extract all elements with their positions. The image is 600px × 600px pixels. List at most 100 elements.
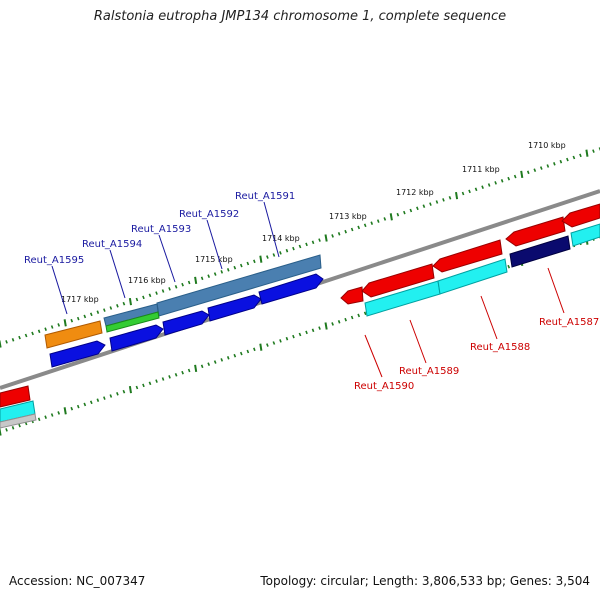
minor-tick: [174, 285, 178, 289]
minor-tick: [442, 198, 445, 202]
gene-label-reut-a1591[interactable]: Reut_A1591: [235, 191, 295, 202]
major-tick: [324, 322, 328, 330]
gene-blue-5[interactable]: [258, 273, 324, 305]
major-tick: [455, 191, 459, 200]
gene-red-left[interactable]: [0, 385, 31, 408]
minor-tick: [89, 400, 93, 405]
scale-label: 1710 kbp: [528, 141, 566, 150]
minor-tick: [18, 335, 21, 340]
minor-tick: [103, 396, 106, 400]
major-tick: [0, 340, 2, 348]
minor-tick: [305, 242, 308, 247]
minor-tick: [539, 166, 543, 170]
gene-blue-3[interactable]: [162, 310, 210, 336]
minor-tick: [279, 251, 282, 255]
minor-tick: [513, 174, 517, 179]
minor-tick: [37, 329, 41, 334]
leader-line: [206, 219, 223, 270]
gene-label-reut-a1587[interactable]: Reut_A1587: [539, 317, 599, 328]
minor-tick: [50, 413, 54, 417]
minor-tick: [181, 370, 184, 375]
minor-tick: [213, 360, 217, 364]
minor-tick: [122, 389, 126, 394]
gene-navy[interactable]: [509, 235, 571, 268]
gene-label-reut-a1595[interactable]: Reut_A1595: [24, 255, 84, 266]
leader-line: [364, 334, 383, 378]
minor-tick: [357, 313, 361, 318]
minor-tick: [279, 339, 282, 343]
minor-tick: [220, 270, 224, 274]
minor-tick: [18, 423, 21, 428]
minor-tick: [226, 356, 230, 360]
minor-tick: [96, 398, 100, 402]
minor-tick: [76, 316, 80, 321]
minor-tick: [213, 272, 217, 276]
minor-tick: [103, 308, 106, 312]
minor-tick: [5, 340, 8, 344]
minor-tick: [481, 185, 484, 189]
minor-tick: [311, 240, 315, 245]
gene-red-3[interactable]: [505, 216, 566, 247]
gene-red-small[interactable]: [340, 286, 364, 305]
minor-tick: [592, 149, 595, 153]
gene-label-reut-a1594[interactable]: Reut_A1594: [82, 239, 142, 250]
gene-blue-1[interactable]: [49, 340, 106, 368]
minor-tick: [44, 415, 47, 419]
minor-tick: [168, 375, 171, 379]
gene-label-reut-a1590[interactable]: Reut_A1590: [354, 381, 414, 392]
minor-tick: [344, 229, 347, 234]
gene-label-reut-a1593[interactable]: Reut_A1593: [131, 224, 191, 235]
minor-tick: [246, 261, 250, 266]
minor-tick: [70, 318, 74, 323]
gene-red-1[interactable]: [361, 263, 435, 298]
gene-blue-2[interactable]: [109, 324, 164, 352]
minor-tick: [337, 320, 341, 324]
minor-tick: [57, 323, 61, 327]
gene-label-reut-a1592[interactable]: Reut_A1592: [179, 209, 239, 220]
minor-tick: [57, 411, 61, 415]
minor-tick: [292, 334, 295, 339]
scale-label: 1713 kbp: [329, 212, 367, 221]
gene-orange[interactable]: [44, 320, 103, 349]
minor-tick: [318, 238, 321, 242]
minor-tick: [422, 204, 426, 208]
leader-line: [480, 295, 498, 340]
minor-tick: [135, 297, 139, 302]
minor-tick: [383, 217, 387, 221]
minor-tick: [416, 206, 419, 211]
major-tick: [520, 170, 524, 179]
minor-tick: [187, 280, 191, 285]
map-title: Ralstonia eutropha JMP134 chromosome 1, …: [93, 9, 507, 24]
gene-cyan-3[interactable]: [570, 223, 600, 247]
minor-tick: [11, 426, 15, 430]
minor-tick: [331, 234, 334, 238]
minor-tick: [50, 325, 54, 329]
major-tick: [128, 297, 132, 306]
minor-tick: [109, 394, 113, 398]
minor-tick: [363, 223, 367, 228]
gene-label-reut-a1588[interactable]: Reut_A1588: [470, 342, 530, 353]
gene-red-4[interactable]: [561, 203, 600, 228]
minor-tick: [142, 295, 145, 300]
gene-grey-left[interactable]: [0, 413, 37, 429]
minor-tick: [468, 189, 471, 194]
sequence-summary: Topology: circular; Length: 3,806,533 bp…: [260, 574, 590, 588]
major-tick: [389, 213, 393, 221]
major-tick: [0, 428, 2, 436]
scale-label: 1715 kbp: [195, 255, 233, 264]
minor-tick: [31, 331, 34, 336]
minor-tick: [155, 291, 158, 295]
minor-tick: [11, 338, 15, 342]
minor-tick: [507, 176, 511, 181]
major-tick: [63, 319, 67, 327]
gene-label-reut-a1589[interactable]: Reut_A1589: [399, 366, 459, 377]
gene-blue-4[interactable]: [207, 294, 262, 322]
minor-tick: [148, 381, 152, 386]
minor-tick: [24, 333, 28, 338]
scale-labels: 1710 kbp 1711 kbp 1712 kbp 1713 kbp 1714…: [61, 141, 566, 304]
scale-label: 1712 kbp: [396, 188, 434, 197]
gene-green[interactable]: [105, 311, 160, 333]
gene-red-2[interactable]: [432, 239, 503, 273]
gene-cyan-2[interactable]: [437, 258, 508, 295]
